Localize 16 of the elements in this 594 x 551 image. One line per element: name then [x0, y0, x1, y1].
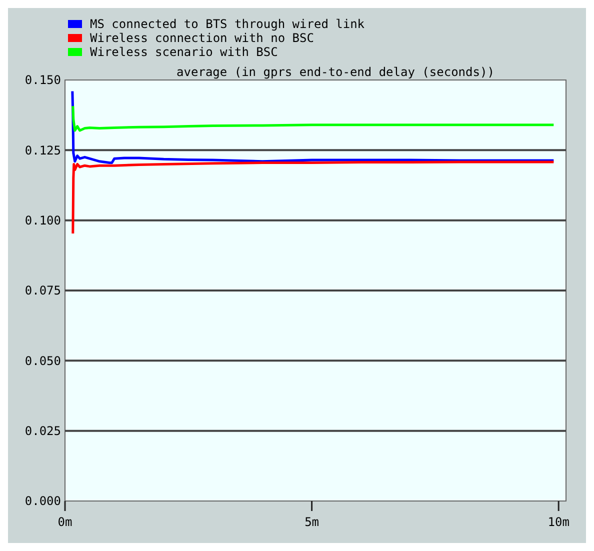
line-series — [72, 160, 555, 235]
y-tick-label: 0.000 — [24, 494, 61, 508]
y-tick-label: 0.075 — [24, 284, 61, 298]
legend-label: MS connected to BTS through wired link — [90, 17, 366, 31]
x-tick-label: 5m — [304, 515, 320, 529]
y-tick-label: 0.100 — [24, 214, 61, 228]
y-tick-label: 0.150 — [24, 73, 61, 88]
x-tick-label: 10m — [548, 515, 570, 529]
legend-label: Wireless connection with no BSC — [90, 31, 314, 45]
y-tick-label: 0.125 — [24, 143, 61, 158]
line-series — [72, 104, 555, 132]
y-tick-label: 0.050 — [24, 354, 61, 368]
y-tick-label: 0.025 — [24, 424, 61, 438]
x-tick-label: 0m — [58, 515, 72, 529]
legend-label: Wireless scenario with BSC — [90, 45, 278, 59]
chart-title: average (in gprs end-to-end delay (seconds)) — [176, 65, 494, 79]
